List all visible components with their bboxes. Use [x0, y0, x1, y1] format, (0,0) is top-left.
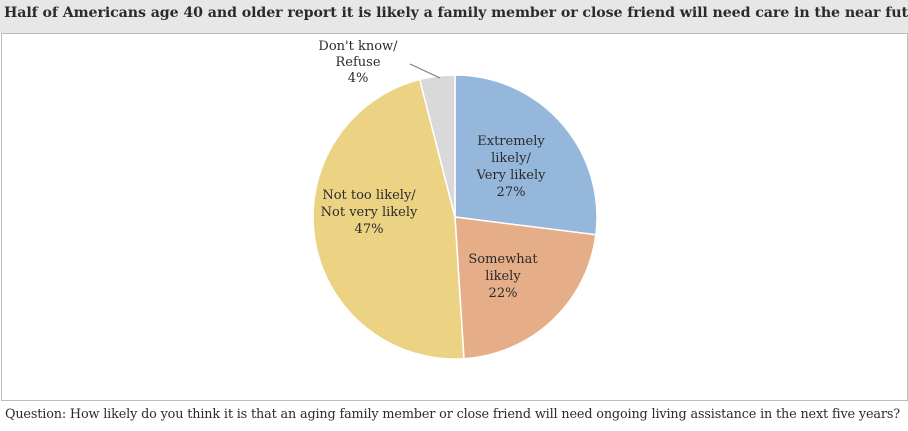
- pie-chart: Extremely likely/Very likely 27% Somewhat li…: [312, 39, 598, 360]
- chart-frame: Extremely likely/Very likely 27% Somewhat li…: [1, 33, 908, 401]
- slice-label-1: Extremely likely/Very likely 27%: [476, 134, 547, 200]
- slice-category-label: Very likely: [476, 168, 547, 183]
- slice-label-3: Not too likely/Not very likely 47%: [321, 188, 418, 237]
- slice-category-label: Refuse: [335, 55, 380, 70]
- slice-value-label: 4%: [348, 71, 369, 86]
- slice-value-label: 22%: [489, 286, 518, 301]
- slice-label-2: Somewhat likely 22%: [468, 252, 538, 301]
- slice-label-4: Don't know/Refuse 4%: [318, 39, 398, 86]
- chart-title: Half of Americans age 40 and older repor…: [4, 5, 908, 21]
- pie-slice-3: [312, 78, 465, 360]
- leader-line: [409, 63, 441, 79]
- slice-value-label: 47%: [355, 222, 384, 237]
- slice-category-label: Not very likely: [321, 205, 418, 220]
- question-footnote: Question: How likely do you think it is …: [5, 407, 900, 422]
- slice-value-label: 27%: [497, 185, 526, 200]
- slice-category-label: Somewhat: [468, 252, 538, 267]
- title-bar: Half of Americans age 40 and older repor…: [0, 0, 908, 33]
- pie-slice-2: [454, 216, 597, 360]
- pie-slice-1: [454, 74, 598, 236]
- slice-category-label: Extremely: [477, 134, 545, 149]
- slice-category-label: likely/: [491, 151, 531, 166]
- slice-category-label: Don't know/: [318, 39, 398, 54]
- pie-slice-4: [418, 74, 456, 218]
- slice-category-label: likely: [485, 269, 521, 284]
- slice-category-label: Not too likely/: [322, 188, 416, 203]
